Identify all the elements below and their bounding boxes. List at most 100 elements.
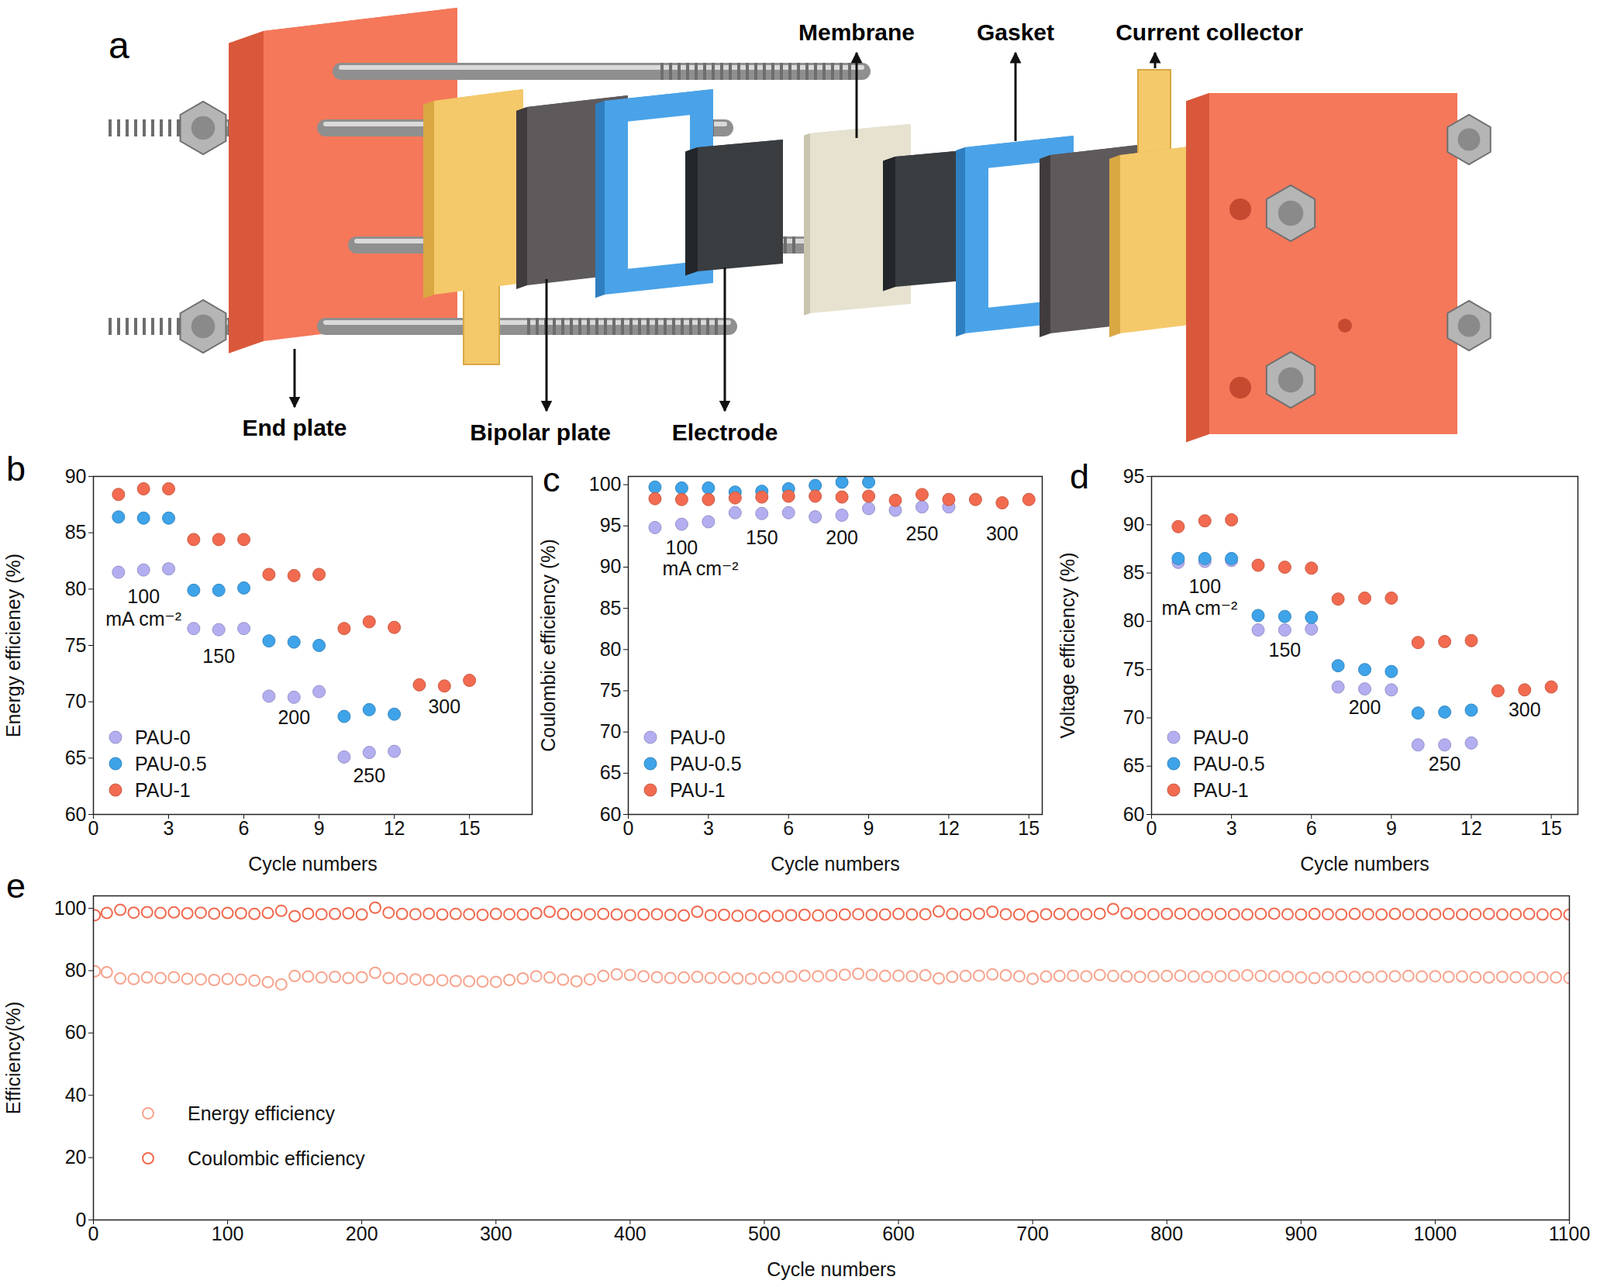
svg-text:Cycle numbers: Cycle numbers xyxy=(1300,852,1430,875)
svg-text:200: 200 xyxy=(277,706,311,728)
svg-text:85: 85 xyxy=(600,596,622,619)
svg-text:95: 95 xyxy=(1123,465,1145,487)
svg-text:75: 75 xyxy=(65,634,87,656)
html-text:PAU-0.5: PAU-0.5 xyxy=(669,752,742,775)
svg-text:Electrode: Electrode xyxy=(672,419,779,445)
svg-text:300: 300 xyxy=(986,522,1019,545)
svg-text:300: 300 xyxy=(1508,698,1542,721)
svg-text:Membrane: Membrane xyxy=(798,19,915,45)
svg-text:250: 250 xyxy=(352,764,386,787)
svg-text:40: 40 xyxy=(65,1083,87,1106)
svg-text:65: 65 xyxy=(600,761,622,783)
svg-text:1000: 1000 xyxy=(1413,1222,1458,1245)
svg-text:3: 3 xyxy=(163,817,175,839)
svg-text:900: 900 xyxy=(1284,1222,1318,1245)
svg-text:0: 0 xyxy=(75,1208,87,1231)
svg-text:Efficiency(%): Efficiency(%) xyxy=(2,1001,25,1114)
svg-text:60: 60 xyxy=(600,803,622,825)
svg-text:Energy efficieney (%): Energy efficieney (%) xyxy=(2,553,25,738)
svg-text:200: 200 xyxy=(1348,696,1382,718)
svg-text:85: 85 xyxy=(1123,561,1145,583)
svg-text:300: 300 xyxy=(427,695,461,718)
svg-text:100: 100 xyxy=(54,896,87,919)
html-text:PAU-1: PAU-1 xyxy=(134,778,191,801)
html-text:PAU-0: PAU-0 xyxy=(669,725,726,748)
svg-text:500: 500 xyxy=(748,1222,781,1245)
svg-text:70: 70 xyxy=(65,689,87,712)
svg-text:65: 65 xyxy=(65,746,87,769)
svg-text:150: 150 xyxy=(1268,638,1302,661)
html-text:PAU-0: PAU-0 xyxy=(134,725,191,748)
svg-text:90: 90 xyxy=(600,555,622,577)
svg-text:mA cm⁻²: mA cm⁻² xyxy=(105,607,182,630)
svg-text:100: 100 xyxy=(665,536,699,559)
svg-text:80: 80 xyxy=(65,958,87,981)
svg-text:100: 100 xyxy=(1188,575,1221,597)
svg-text:200: 200 xyxy=(825,526,859,549)
svg-text:End plate: End plate xyxy=(241,414,347,441)
svg-text:95: 95 xyxy=(600,513,622,536)
svg-text:Bipolar plate: Bipolar plate xyxy=(469,419,611,445)
svg-text:3: 3 xyxy=(1226,817,1238,839)
svg-text:65: 65 xyxy=(1123,754,1145,776)
svg-text:15: 15 xyxy=(1540,817,1563,839)
svg-text:mA cm⁻²: mA cm⁻² xyxy=(662,557,739,580)
svg-text:600: 600 xyxy=(882,1222,915,1245)
svg-text:Cycle numbers: Cycle numbers xyxy=(770,852,900,875)
svg-text:12: 12 xyxy=(937,817,960,839)
svg-text:9: 9 xyxy=(1386,817,1397,839)
html-text:PAU-0: PAU-0 xyxy=(1193,725,1249,748)
svg-text:90: 90 xyxy=(1123,513,1145,535)
svg-text:90: 90 xyxy=(65,465,87,487)
svg-text:0: 0 xyxy=(1146,817,1158,839)
svg-text:Current collector: Current collector xyxy=(1115,19,1304,45)
svg-text:70: 70 xyxy=(1123,706,1145,728)
svg-text:12: 12 xyxy=(1460,817,1483,839)
svg-text:700: 700 xyxy=(1016,1222,1049,1245)
svg-text:800: 800 xyxy=(1150,1222,1183,1245)
svg-text:Gasket: Gasket xyxy=(976,19,1055,45)
svg-text:6: 6 xyxy=(238,817,250,839)
svg-text:15: 15 xyxy=(458,817,481,839)
svg-text:150: 150 xyxy=(745,526,779,549)
svg-text:80: 80 xyxy=(1123,609,1145,632)
svg-text:70: 70 xyxy=(600,720,622,742)
svg-text:100: 100 xyxy=(211,1222,245,1245)
svg-text:12: 12 xyxy=(383,817,406,839)
svg-text:80: 80 xyxy=(600,637,622,660)
svg-text:mA cm⁻²: mA cm⁻² xyxy=(1161,596,1238,619)
svg-text:a: a xyxy=(108,24,130,66)
svg-text:100: 100 xyxy=(127,585,160,607)
svg-text:0: 0 xyxy=(88,1222,100,1245)
svg-text:Coulombic efficiency (%): Coulombic efficiency (%) xyxy=(537,538,559,752)
svg-text:400: 400 xyxy=(613,1222,647,1245)
svg-text:Cycle numbers: Cycle numbers xyxy=(766,1258,897,1280)
svg-text:150: 150 xyxy=(202,644,235,667)
html-text:PAU-1: PAU-1 xyxy=(669,778,726,801)
svg-text:0: 0 xyxy=(88,817,100,839)
svg-text:75: 75 xyxy=(600,679,622,701)
svg-text:60: 60 xyxy=(65,1020,87,1043)
svg-text:1100: 1100 xyxy=(1548,1222,1591,1245)
svg-text:80: 80 xyxy=(65,577,87,600)
html-text:PAU-0.5: PAU-0.5 xyxy=(134,752,207,775)
svg-text:3: 3 xyxy=(703,817,714,839)
svg-text:Voltage efficiency (%): Voltage efficiency (%) xyxy=(1056,552,1079,739)
svg-text:200: 200 xyxy=(345,1222,379,1245)
svg-text:9: 9 xyxy=(313,817,325,839)
svg-text:9: 9 xyxy=(863,817,875,839)
svg-text:60: 60 xyxy=(1123,803,1145,825)
svg-text:60: 60 xyxy=(65,803,87,825)
svg-text:Cycle numbers: Cycle numbers xyxy=(248,852,378,875)
svg-text:6: 6 xyxy=(1306,817,1318,839)
svg-text:15: 15 xyxy=(1017,817,1040,839)
svg-text:85: 85 xyxy=(65,520,87,543)
svg-text:75: 75 xyxy=(1123,658,1145,680)
svg-text:6: 6 xyxy=(782,817,794,839)
svg-text:250: 250 xyxy=(1428,752,1462,775)
svg-text:250: 250 xyxy=(906,522,939,545)
svg-text:100: 100 xyxy=(589,472,622,495)
svg-text:300: 300 xyxy=(479,1222,513,1245)
svg-text:20: 20 xyxy=(65,1145,87,1168)
svg-text:0: 0 xyxy=(623,817,635,839)
